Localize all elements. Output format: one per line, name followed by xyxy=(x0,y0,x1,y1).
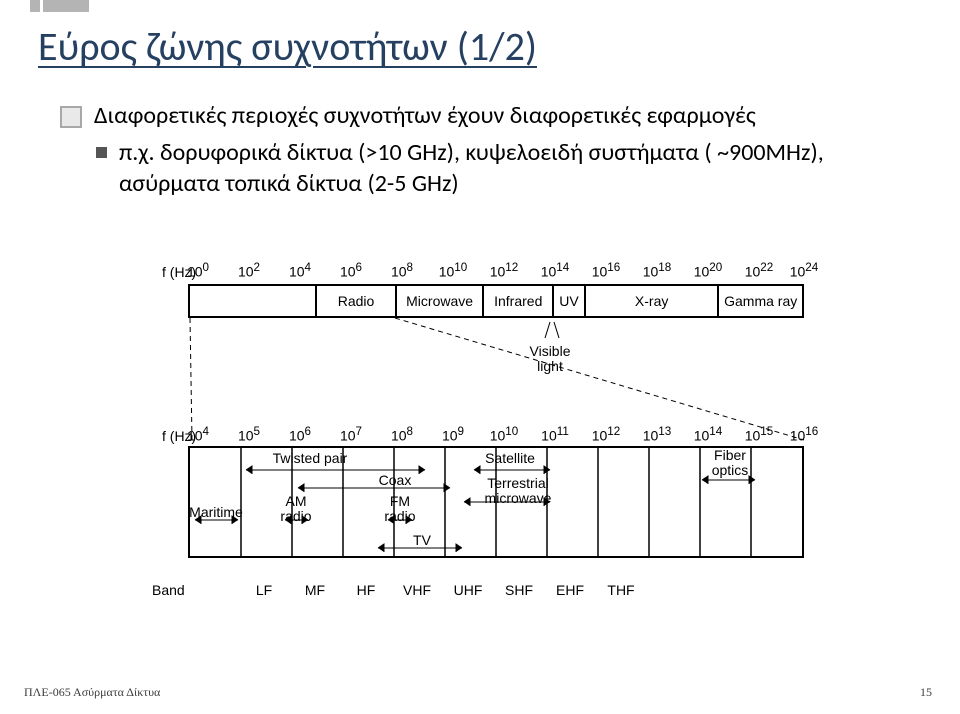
top-scale: f (Hz) 100 102 104 106 108 1010 1012 101… xyxy=(150,260,810,280)
t10e: 20 xyxy=(709,261,722,274)
seg-xray: X-ray xyxy=(586,286,719,316)
band-hf: HF xyxy=(357,582,376,598)
b8e: 12 xyxy=(607,425,620,438)
b3e: 7 xyxy=(356,425,362,438)
b11b: 10 xyxy=(745,428,761,444)
b8b: 10 xyxy=(592,428,608,444)
spectrum-diagram: f (Hz) 100 102 104 106 108 1010 1012 101… xyxy=(150,260,810,680)
bullet-icon xyxy=(60,106,82,128)
b10b: 10 xyxy=(694,428,710,444)
bullet2-text: π.χ. δορυφορικά δίκτυα (>10 GHz), κυψελο… xyxy=(119,137,900,199)
b12b: 10 xyxy=(790,428,806,444)
seg-gamma: Gamma ray xyxy=(719,286,802,316)
seg-infrared: Infrared xyxy=(484,286,554,316)
t0b: 10 xyxy=(187,264,203,280)
t6e: 12 xyxy=(505,261,518,274)
lbl-twisted: Twisted pair xyxy=(273,450,348,466)
band-row: Band LF MF HF VHF UHF SHF EHF THF xyxy=(150,582,810,604)
t5e: 10 xyxy=(454,261,467,274)
t9e: 18 xyxy=(658,261,671,274)
b1b: 10 xyxy=(238,428,254,444)
b0e: 4 xyxy=(203,425,209,438)
seg-uv: UV xyxy=(554,286,586,316)
t6b: 10 xyxy=(490,264,506,280)
b9b: 10 xyxy=(643,428,659,444)
page-title: Εύρος ζώνης συχνοτήτων (1/2) xyxy=(38,22,537,71)
lbl-terr: Terrestrial microwave xyxy=(485,476,552,505)
t3b: 10 xyxy=(340,264,356,280)
seg-blank xyxy=(190,286,317,316)
lbl-am: AM radio xyxy=(280,494,311,523)
lbl-maritime: Maritime xyxy=(189,504,243,520)
band-shf: SHF xyxy=(505,582,533,598)
band-ehf: EHF xyxy=(556,582,584,598)
seg-microwave: Microwave xyxy=(397,286,485,316)
t7e: 14 xyxy=(556,261,569,274)
t9b: 10 xyxy=(643,264,659,280)
bottom-scale: f (Hz) 104 105 106 107 108 109 1010 1011… xyxy=(150,424,810,444)
band-thf: THF xyxy=(607,582,634,598)
b2b: 10 xyxy=(289,428,305,444)
b0b: 10 xyxy=(187,428,203,444)
t4e: 8 xyxy=(407,261,413,274)
bullets: Διαφορετικές περιοχές συχνοτήτων έχουν δ… xyxy=(60,100,900,200)
lbl-fm: FM radio xyxy=(384,494,415,523)
b12e: 16 xyxy=(805,425,818,438)
band-label: Band xyxy=(152,582,185,598)
seg-radio: Radio xyxy=(317,286,397,316)
b7b: 10 xyxy=(541,428,557,444)
band-vhf: VHF xyxy=(403,582,431,598)
b11e: 15 xyxy=(760,425,773,438)
lbl-satellite: Satellite xyxy=(485,450,535,466)
t11b: 10 xyxy=(745,264,761,280)
b4b: 10 xyxy=(391,428,407,444)
bullet-level1: Διαφορετικές περιοχές συχνοτήτων έχουν δ… xyxy=(60,100,900,131)
t2e: 4 xyxy=(305,261,311,274)
bullet1-text: Διαφορετικές περιοχές συχνοτήτων έχουν δ… xyxy=(94,100,756,131)
b7e: 11 xyxy=(557,425,569,438)
b6b: 10 xyxy=(490,428,506,444)
t11e: 22 xyxy=(760,261,773,274)
top-decor xyxy=(30,0,89,12)
t2b: 10 xyxy=(289,264,305,280)
footer-text: ΠΛΕ-065 Ασύρματα Δίκτυα xyxy=(24,685,160,700)
b6e: 10 xyxy=(505,425,518,438)
t1b: 10 xyxy=(238,264,254,280)
b10e: 14 xyxy=(709,425,722,438)
bottom-box: Twisted pair Coax Maritime AM radio FM r… xyxy=(188,446,804,558)
t3e: 6 xyxy=(356,261,362,274)
subbullet-icon xyxy=(96,147,107,158)
b5b: 10 xyxy=(442,428,458,444)
b2e: 6 xyxy=(305,425,311,438)
visible-light-label: Visible light xyxy=(520,344,580,375)
lbl-fiber: Fiber optics xyxy=(712,448,749,477)
t7b: 10 xyxy=(541,264,557,280)
t8b: 10 xyxy=(592,264,608,280)
t1e: 2 xyxy=(254,261,260,274)
t4b: 10 xyxy=(391,264,407,280)
b5e: 9 xyxy=(458,425,464,438)
b4e: 8 xyxy=(407,425,413,438)
t0e: 0 xyxy=(203,261,209,274)
b3b: 10 xyxy=(340,428,356,444)
b1e: 5 xyxy=(254,425,260,438)
t5b: 10 xyxy=(439,264,455,280)
t8e: 16 xyxy=(607,261,620,274)
band-mf: MF xyxy=(305,582,325,598)
t12e: 24 xyxy=(805,261,818,274)
band-uhf: UHF xyxy=(454,582,483,598)
top-band-box: Radio Microwave Infrared UV X-ray Gamma … xyxy=(188,284,804,318)
t12b: 10 xyxy=(790,264,806,280)
band-lf: LF xyxy=(256,582,272,598)
t10b: 10 xyxy=(694,264,710,280)
lbl-coax: Coax xyxy=(379,472,412,488)
bullet-level2: π.χ. δορυφορικά δίκτυα (>10 GHz), κυψελο… xyxy=(96,137,900,199)
lbl-tv: TV xyxy=(413,532,431,548)
b9e: 13 xyxy=(658,425,671,438)
page-number: 15 xyxy=(920,685,932,700)
